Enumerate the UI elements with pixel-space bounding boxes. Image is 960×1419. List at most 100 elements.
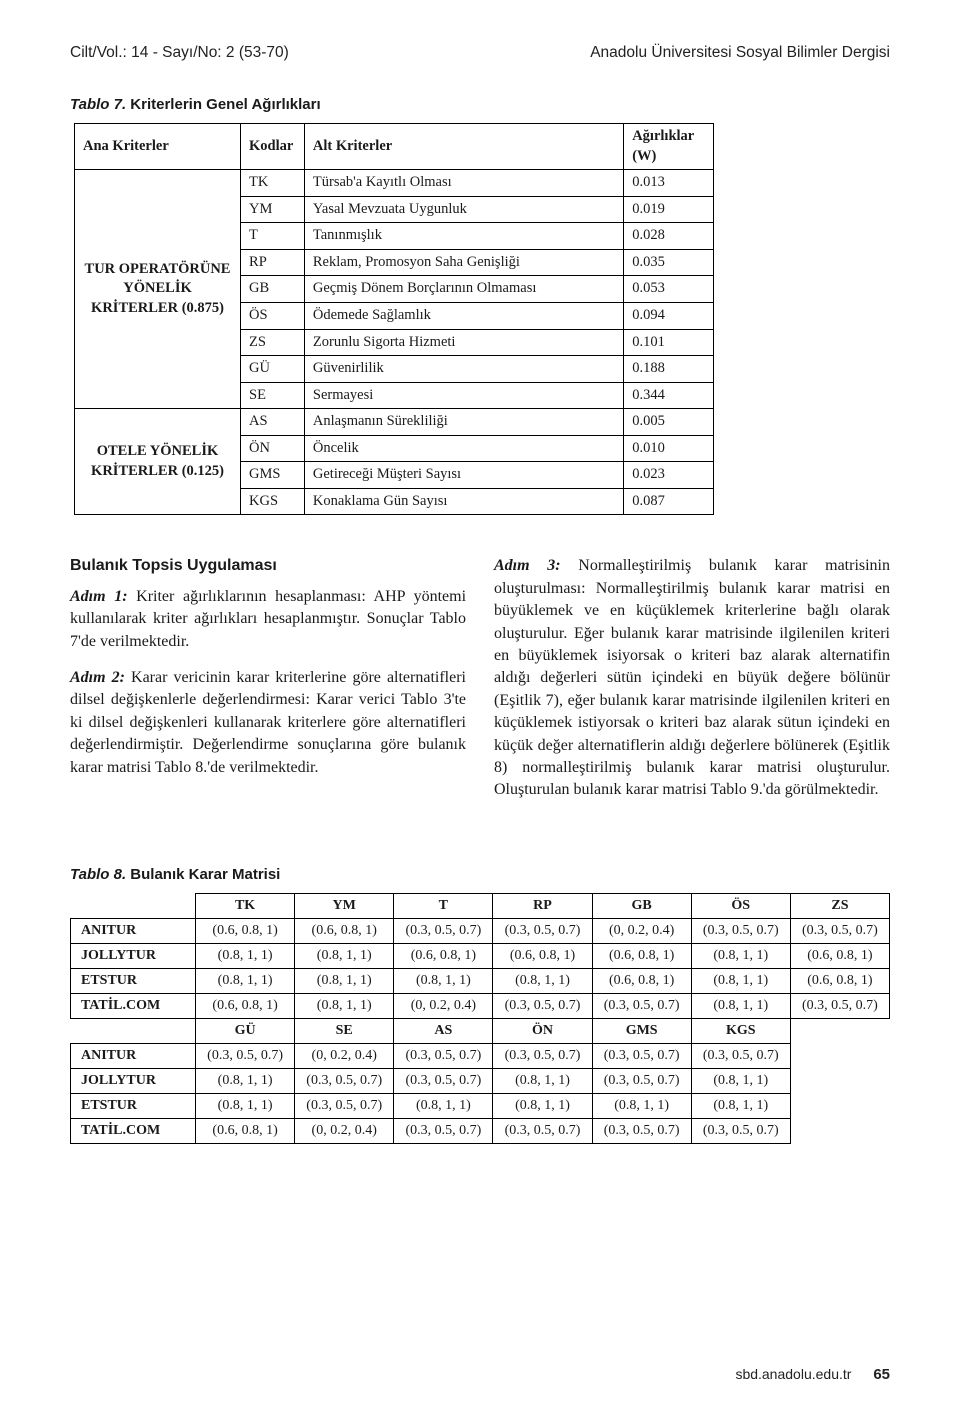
- tablo7-cell-w: 0.344: [624, 382, 713, 409]
- footer-url: sbd.anadolu.edu.tr: [735, 1366, 851, 1382]
- tablo7-cell-w: 0.013: [624, 170, 713, 197]
- tablo8-caption-rest: Bulanık Karar Matrisi: [126, 866, 280, 883]
- tablo8-caption-prefix: Tablo 8.: [70, 866, 126, 883]
- tablo8-cell: (0.6, 0.8, 1): [790, 968, 889, 993]
- tablo8-row-head: TATİL.COM: [71, 1118, 196, 1143]
- tablo8-row-head: ANITUR: [71, 1043, 196, 1068]
- tablo8-cell: (0.8, 1, 1): [691, 943, 790, 968]
- body-right-column: Adım 3: Normalleştirilmiş bulanık karar …: [494, 555, 890, 815]
- tablo8-cell: (0.3, 0.5, 0.7): [493, 918, 592, 943]
- tablo7-head-kod: Kodlar: [241, 124, 305, 170]
- tablo7-caption-rest: Kriterlerin Genel Ağırlıkları: [126, 96, 321, 113]
- tablo7-head-alt: Alt Kriterler: [304, 124, 623, 170]
- page-footer: sbd.anadolu.edu.tr 65: [735, 1366, 890, 1383]
- step1-lead: Adım 1:: [70, 588, 128, 605]
- tablo7-cell-kod: ZS: [241, 329, 305, 356]
- tablo8-filler: [790, 1093, 889, 1118]
- tablo7-cell-kod: RP: [241, 249, 305, 276]
- tablo7-cell-w: 0.023: [624, 462, 713, 489]
- tablo7-cell-alt: Zorunlu Sigorta Hizmeti: [304, 329, 623, 356]
- tablo8-cell: (0.8, 1, 1): [691, 993, 790, 1018]
- tablo8-cell: (0.6, 0.8, 1): [592, 943, 691, 968]
- tablo8-cell: (0.8, 1, 1): [196, 1068, 295, 1093]
- tablo7-cell-kod: ÖN: [241, 435, 305, 462]
- tablo7-head-ana: Ana Kriterler: [75, 124, 241, 170]
- tablo8-cell: (0.3, 0.5, 0.7): [691, 918, 790, 943]
- tablo8-cell: (0.6, 0.8, 1): [196, 993, 295, 1018]
- tablo7-cell-w: 0.028: [624, 223, 713, 250]
- tablo8-cell: (0.3, 0.5, 0.7): [592, 1068, 691, 1093]
- tablo8-row-head: TATİL.COM: [71, 993, 196, 1018]
- tablo8-cell: (0.3, 0.5, 0.7): [493, 1043, 592, 1068]
- tablo8-cell: (0.8, 1, 1): [691, 968, 790, 993]
- tablo8-row-head: ETSTUR: [71, 968, 196, 993]
- tablo7-cell-alt: Sermayesi: [304, 382, 623, 409]
- tablo7-cell-kod: GMS: [241, 462, 305, 489]
- step3-lead: Adım 3:: [494, 557, 561, 574]
- footer-page: 65: [873, 1366, 890, 1383]
- tablo7-caption: Tablo 7. Kriterlerin Genel Ağırlıkları: [70, 96, 890, 113]
- tablo8-cell: (0.8, 1, 1): [196, 968, 295, 993]
- tablo7-cell-alt: Konaklama Gün Sayısı: [304, 488, 623, 515]
- tablo8-cell: (0, 0.2, 0.4): [295, 1043, 394, 1068]
- running-header-left: Cilt/Vol.: 14 - Sayı/No: 2 (53-70): [70, 44, 289, 62]
- tablo8-cell: (0.8, 1, 1): [493, 1093, 592, 1118]
- tablo8-cell: (0.8, 1, 1): [295, 943, 394, 968]
- tablo8-col-head: YM: [295, 893, 394, 918]
- tablo8-cell: (0.3, 0.5, 0.7): [394, 1043, 493, 1068]
- tablo7-cell-kod: ÖS: [241, 302, 305, 329]
- tablo8-cell: (0.6, 0.8, 1): [493, 943, 592, 968]
- step2-lead: Adım 2:: [70, 669, 125, 686]
- tablo8-col-head: KGS: [691, 1018, 790, 1043]
- tablo7-head-w: Ağırlıklar (W): [624, 124, 713, 170]
- tablo7-cell-alt: Tanınmışlık: [304, 223, 623, 250]
- tablo8-col-head: RP: [493, 893, 592, 918]
- tablo8-col-head: ÖS: [691, 893, 790, 918]
- tablo7-cell-w: 0.035: [624, 249, 713, 276]
- tablo7-cell-alt: Güvenirlilik: [304, 356, 623, 383]
- tablo8-cell: (0.8, 1, 1): [394, 1093, 493, 1118]
- tablo8-cell: (0.8, 1, 1): [493, 968, 592, 993]
- tablo7-cell-alt: Reklam, Promosyon Saha Genişliği: [304, 249, 623, 276]
- tablo7-caption-prefix: Tablo 7.: [70, 96, 126, 113]
- tablo8-filler: [790, 1118, 889, 1143]
- tablo8-row-head: JOLLYTUR: [71, 1068, 196, 1093]
- tablo8-cell: (0, 0.2, 0.4): [394, 993, 493, 1018]
- tablo8-corner: [71, 1018, 196, 1043]
- tablo8-cell: (0, 0.2, 0.4): [295, 1118, 394, 1143]
- tablo8-cell: (0.6, 0.8, 1): [592, 968, 691, 993]
- tablo8-cell: (0.3, 0.5, 0.7): [394, 918, 493, 943]
- tablo8-filler: [790, 1018, 889, 1043]
- tablo8-cell: (0.8, 1, 1): [394, 968, 493, 993]
- tablo8-cell: (0.8, 1, 1): [691, 1093, 790, 1118]
- tablo7-cell-kod: TK: [241, 170, 305, 197]
- tablo8-cell: (0.3, 0.5, 0.7): [394, 1118, 493, 1143]
- tablo7-group-label: OTELE YÖNELİK KRİTERLER (0.125): [75, 409, 241, 515]
- tablo7-cell-w: 0.101: [624, 329, 713, 356]
- tablo8-row-head: ETSTUR: [71, 1093, 196, 1118]
- tablo7-cell-w: 0.094: [624, 302, 713, 329]
- section-heading: Bulanık Topsis Uygulaması: [70, 555, 466, 577]
- tablo8-cell: (0.6, 0.8, 1): [295, 918, 394, 943]
- tablo8-cell: (0.3, 0.5, 0.7): [691, 1043, 790, 1068]
- tablo8-cell: (0.3, 0.5, 0.7): [592, 1043, 691, 1068]
- tablo8-cell: (0.3, 0.5, 0.7): [592, 1118, 691, 1143]
- tablo8-row-head: JOLLYTUR: [71, 943, 196, 968]
- tablo7-cell-alt: Türsab'a Kayıtlı Olması: [304, 170, 623, 197]
- tablo7-cell-w: 0.053: [624, 276, 713, 303]
- tablo7-body: TUR OPERATÖRÜNE YÖNELİK KRİTERLER (0.875…: [75, 170, 714, 515]
- tablo8-cell: (0.6, 0.8, 1): [196, 1118, 295, 1143]
- tablo7-group-label: TUR OPERATÖRÜNE YÖNELİK KRİTERLER (0.875…: [75, 170, 241, 409]
- tablo7-cell-w: 0.019: [624, 196, 713, 223]
- tablo8-col-head: GB: [592, 893, 691, 918]
- tablo8-caption: Tablo 8. Bulanık Karar Matrisi: [70, 866, 890, 883]
- tablo8-cell: (0.8, 1, 1): [295, 993, 394, 1018]
- tablo8-filler: [790, 1043, 889, 1068]
- step3-paragraph: Adım 3: Normalleştirilmiş bulanık karar …: [494, 555, 890, 801]
- tablo8-col-head: T: [394, 893, 493, 918]
- tablo8-cell: (0.3, 0.5, 0.7): [493, 1118, 592, 1143]
- tablo8-cell: (0.6, 0.8, 1): [196, 918, 295, 943]
- tablo8-cell: (0.8, 1, 1): [592, 1093, 691, 1118]
- tablo8-cell: (0.3, 0.5, 0.7): [493, 993, 592, 1018]
- tablo7-cell-kod: YM: [241, 196, 305, 223]
